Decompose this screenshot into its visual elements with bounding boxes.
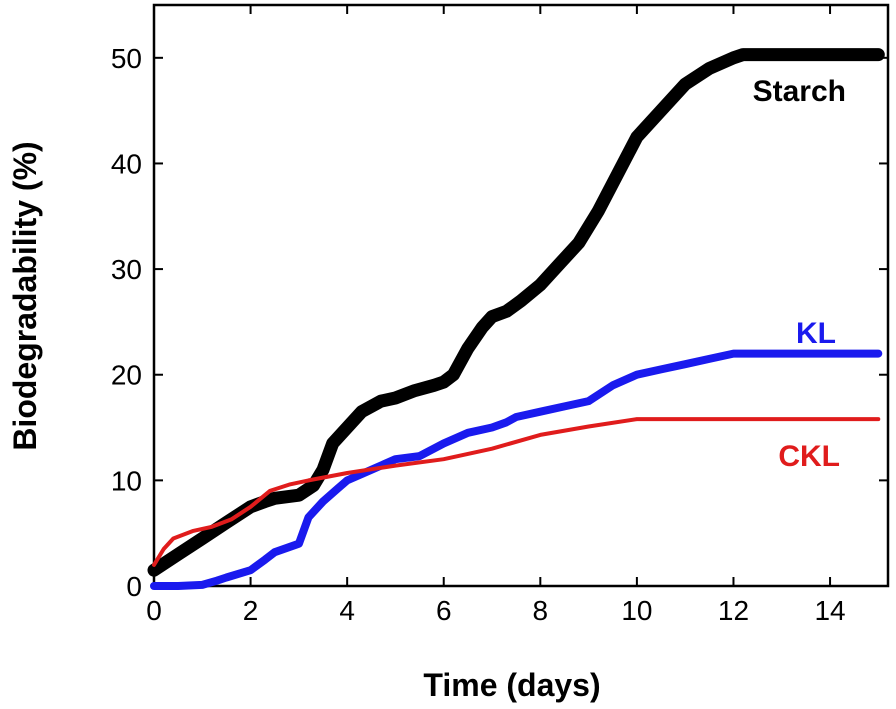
series-label-ckl: CKL — [778, 440, 840, 473]
ticks-layer: 0 2 4 6 8 10 12 14 0 10 20 30 40 50 — [111, 5, 888, 626]
x-axis-title: Time (days) — [423, 667, 600, 703]
x-tick-label: 14 — [814, 595, 845, 626]
x-tick-label: 2 — [243, 595, 259, 626]
y-tick-label: 0 — [126, 571, 142, 602]
labels-layer: Starch KL CKL — [753, 75, 846, 473]
y-axis-title: Biodegradability (%) — [7, 141, 43, 450]
series-line-kl — [150, 349, 883, 590]
y-tick-label: 40 — [111, 148, 142, 179]
series-label-starch: Starch — [753, 75, 846, 108]
x-tick-label: 12 — [718, 595, 749, 626]
series-line-ckl — [152, 417, 881, 567]
x-tick-label: 0 — [146, 595, 162, 626]
x-tick-label: 4 — [339, 595, 355, 626]
x-tick-label: 8 — [533, 595, 549, 626]
series-line-starch — [147, 48, 885, 577]
series-label-kl: KL — [796, 317, 836, 350]
y-tick-label: 10 — [111, 465, 142, 496]
y-tick-label: 50 — [111, 43, 142, 74]
plot-frame — [152, 3, 890, 588]
x-tick-label: 6 — [436, 595, 452, 626]
x-tick-label: 10 — [621, 595, 652, 626]
y-tick-label: 20 — [111, 360, 142, 391]
series-layer — [147, 48, 885, 590]
y-tick-label: 30 — [111, 254, 142, 285]
